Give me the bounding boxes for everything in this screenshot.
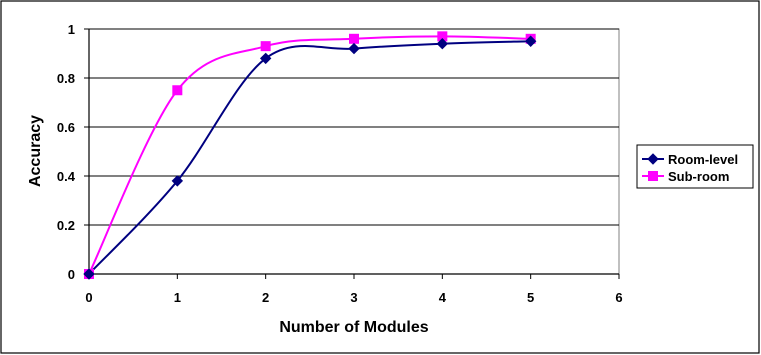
legend-label-room-level: Room-level [668, 152, 738, 167]
data-point-room-level [348, 42, 360, 55]
data-point-sub-room [349, 33, 359, 44]
legend: Room-level Sub-room [636, 144, 754, 189]
data-point-room-level [83, 268, 95, 280]
plot-area [88, 28, 620, 275]
axes [84, 28, 620, 279]
x-tick-label: 2 [262, 290, 269, 305]
legend-marker-sub-room [648, 171, 658, 181]
y-tick-label: 1 [68, 22, 75, 37]
data-point-sub-room [260, 41, 271, 52]
x-tick-label: 3 [350, 290, 357, 305]
data-point-room-level [436, 37, 449, 50]
y-tick-labels: 0 0.2 0.4 0.6 0.8 1 [57, 22, 76, 282]
y-tick-label: 0.2 [57, 218, 75, 233]
x-tick-label: 6 [615, 290, 622, 305]
legend-items: Room-level Sub-room [642, 152, 738, 184]
x-tick-label: 5 [527, 290, 534, 305]
legend-label-sub-room: Sub-room [668, 169, 729, 184]
x-tick-label: 4 [439, 290, 447, 305]
data-point-room-level [524, 35, 537, 47]
data-point-room-level [171, 175, 184, 187]
legend-marker-room-level [647, 153, 659, 165]
x-tick-label: 1 [174, 290, 181, 305]
data-point-sub-room [172, 85, 183, 96]
x-tick-label: 0 [85, 290, 92, 305]
data-point-room-level [259, 52, 272, 65]
y-axis-title: Accuracy [27, 115, 44, 187]
y-tick-label: 0.8 [57, 71, 75, 86]
y-tick-label: 0.6 [57, 120, 75, 135]
y-tick-label: 0.4 [57, 169, 76, 184]
x-tick-labels: 0 1 2 3 4 5 6 [85, 290, 622, 305]
y-tick-label: 0 [68, 267, 75, 282]
x-axis-title: Number of Modules [279, 319, 428, 336]
series-markers [83, 31, 537, 280]
